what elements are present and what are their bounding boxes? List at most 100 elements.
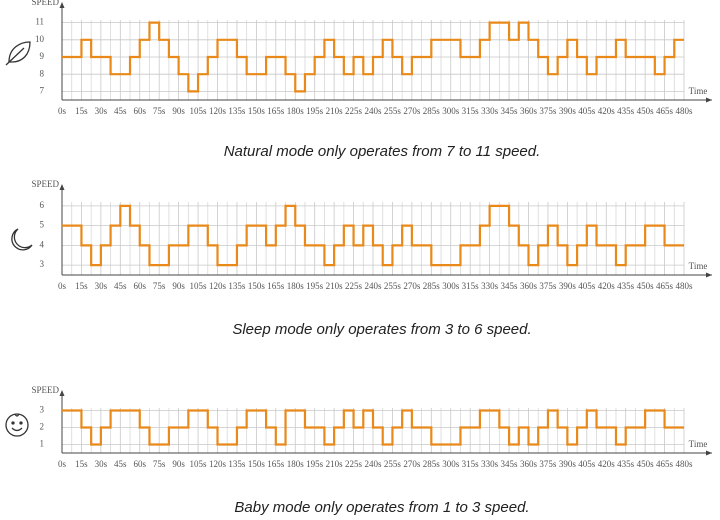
x-tick-label: 465s	[656, 459, 674, 469]
x-tick-label: 135s	[228, 459, 246, 469]
x-tick-label: 225s	[345, 281, 363, 291]
x-axis-arrow	[706, 97, 712, 103]
speed-line	[62, 21, 684, 93]
x-tick-label: 240s	[364, 459, 382, 469]
y-tick-label: 9	[40, 51, 45, 61]
x-tick-label: 330s	[481, 281, 499, 291]
x-tick-label: 420s	[598, 281, 616, 291]
x-tick-label: 75s	[153, 106, 166, 116]
x-tick-label: 105s	[190, 106, 208, 116]
x-tick-label: 420s	[598, 459, 616, 469]
x-tick-label: 210s	[326, 459, 344, 469]
x-tick-label: 300s	[442, 106, 460, 116]
x-tick-label: 165s	[267, 459, 285, 469]
x-tick-label: 45s	[114, 281, 127, 291]
x-axis-arrow	[706, 272, 712, 278]
x-tick-label: 405s	[578, 459, 596, 469]
y-axis-arrow	[59, 2, 65, 8]
x-tick-label: 210s	[326, 281, 344, 291]
x-tick-label: 135s	[228, 106, 246, 116]
x-tick-label: 195s	[306, 106, 324, 116]
x-tick-label: 285s	[423, 281, 441, 291]
x-tick-label: 90s	[172, 281, 185, 291]
x-axis-label: Time	[689, 86, 708, 96]
x-tick-label: 180s	[287, 281, 305, 291]
x-tick-label: 360s	[520, 106, 538, 116]
x-tick-label: 180s	[287, 106, 305, 116]
x-tick-label: 165s	[267, 106, 285, 116]
x-tick-label: 285s	[423, 459, 441, 469]
y-tick-label: 3	[40, 259, 45, 269]
x-tick-label: 195s	[306, 281, 324, 291]
x-tick-label: 15s	[75, 281, 88, 291]
x-tick-label: 375s	[539, 106, 557, 116]
x-tick-label: 285s	[423, 106, 441, 116]
x-tick-label: 255s	[384, 281, 402, 291]
x-axis-arrow	[706, 450, 712, 456]
speed-line	[62, 409, 684, 446]
x-tick-label: 330s	[481, 459, 499, 469]
x-tick-label: 60s	[133, 459, 146, 469]
x-tick-label: 270s	[403, 281, 421, 291]
x-tick-label: 240s	[364, 106, 382, 116]
x-tick-label: 435s	[617, 106, 635, 116]
y-axis-label: SPEED	[31, 0, 59, 7]
x-tick-label: 30s	[95, 106, 108, 116]
x-tick-label: 90s	[172, 106, 185, 116]
x-tick-label: 60s	[133, 106, 146, 116]
x-tick-label: 405s	[578, 281, 596, 291]
x-tick-label: 360s	[520, 459, 538, 469]
x-tick-label: 105s	[190, 459, 208, 469]
x-tick-label: 345s	[501, 281, 519, 291]
y-axis-arrow	[59, 184, 65, 190]
y-tick-label: 11	[35, 17, 44, 27]
y-axis-label: SPEED	[31, 179, 59, 189]
y-tick-label: 10	[35, 34, 45, 44]
x-tick-label: 300s	[442, 459, 460, 469]
x-tick-label: 255s	[384, 459, 402, 469]
x-tick-label: 15s	[75, 106, 88, 116]
y-axis-label: SPEED	[31, 385, 59, 395]
x-tick-label: 405s	[578, 106, 596, 116]
x-tick-label: 90s	[172, 459, 185, 469]
x-tick-label: 315s	[462, 106, 480, 116]
x-tick-label: 450s	[637, 459, 655, 469]
x-axis-label: Time	[689, 439, 708, 449]
moon-icon	[11, 228, 33, 251]
x-tick-label: 480s	[675, 459, 693, 469]
x-tick-label: 45s	[114, 106, 127, 116]
x-tick-label: 135s	[228, 281, 246, 291]
x-tick-label: 360s	[520, 281, 538, 291]
caption: Baby mode only operates from 1 to 3 spee…	[234, 499, 529, 516]
x-tick-label: 315s	[462, 459, 480, 469]
x-tick-label: 75s	[153, 281, 166, 291]
x-tick-label: 180s	[287, 459, 305, 469]
caption: Sleep mode only operates from 3 to 6 spe…	[232, 321, 531, 338]
caption: Natural mode only operates from 7 to 11 …	[224, 143, 541, 160]
y-tick-label: 8	[40, 68, 45, 78]
x-tick-label: 465s	[656, 281, 674, 291]
x-tick-label: 480s	[675, 281, 693, 291]
x-tick-label: 105s	[190, 281, 208, 291]
x-tick-label: 225s	[345, 106, 363, 116]
x-tick-label: 120s	[209, 281, 227, 291]
x-tick-label: 195s	[306, 459, 324, 469]
x-tick-label: 30s	[95, 459, 108, 469]
x-tick-label: 390s	[559, 281, 577, 291]
x-tick-label: 150s	[248, 106, 266, 116]
x-tick-label: 15s	[75, 459, 88, 469]
x-tick-label: 0s	[58, 106, 67, 116]
x-tick-label: 390s	[559, 459, 577, 469]
x-tick-label: 390s	[559, 106, 577, 116]
x-tick-label: 255s	[384, 106, 402, 116]
y-tick-label: 1	[40, 439, 45, 449]
x-tick-label: 75s	[153, 459, 166, 469]
x-tick-label: 225s	[345, 459, 363, 469]
x-tick-label: 315s	[462, 281, 480, 291]
x-tick-label: 120s	[209, 459, 227, 469]
x-tick-label: 270s	[403, 459, 421, 469]
x-tick-label: 450s	[637, 106, 655, 116]
x-tick-label: 300s	[442, 281, 460, 291]
x-tick-label: 435s	[617, 281, 635, 291]
